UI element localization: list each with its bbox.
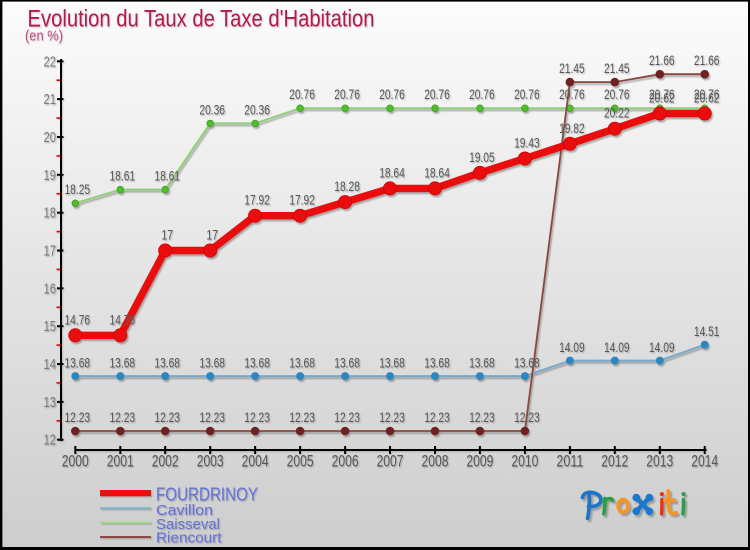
svg-text:2004: 2004	[242, 453, 269, 471]
svg-text:2002: 2002	[152, 453, 179, 471]
svg-text:20.76: 20.76	[289, 86, 315, 102]
svg-text:2005: 2005	[287, 453, 314, 471]
svg-text:13.68: 13.68	[334, 355, 360, 371]
svg-text:14.76: 14.76	[110, 311, 136, 327]
svg-text:17: 17	[44, 244, 57, 260]
svg-text:Riencourt: Riencourt	[156, 530, 222, 547]
svg-text:13.68: 13.68	[199, 355, 225, 371]
svg-text:18.61: 18.61	[110, 168, 136, 184]
svg-text:12.23: 12.23	[424, 409, 450, 425]
svg-text:2010: 2010	[511, 453, 538, 471]
svg-text:20.36: 20.36	[199, 101, 225, 117]
svg-text:20.22: 20.22	[604, 105, 630, 121]
svg-text:12.23: 12.23	[469, 409, 495, 425]
svg-text:Cavillon: Cavillon	[156, 502, 213, 519]
svg-text:17.92: 17.92	[244, 192, 270, 208]
svg-text:18: 18	[44, 206, 57, 222]
svg-text:22: 22	[44, 54, 57, 70]
svg-text:13.68: 13.68	[289, 355, 315, 371]
svg-text:18.64: 18.64	[379, 164, 405, 180]
svg-text:FOURDRINOY: FOURDRINOY	[156, 484, 258, 505]
svg-text:20.76: 20.76	[514, 86, 540, 102]
svg-text:20.62: 20.62	[649, 90, 675, 106]
svg-text:2012: 2012	[601, 453, 628, 471]
svg-text:14.09: 14.09	[649, 339, 675, 355]
svg-text:18.61: 18.61	[154, 168, 180, 184]
svg-text:2006: 2006	[332, 453, 359, 471]
svg-text:2000: 2000	[62, 453, 89, 471]
svg-text:13.68: 13.68	[514, 355, 540, 371]
svg-text:19: 19	[44, 168, 57, 184]
svg-text:14.51: 14.51	[694, 323, 720, 339]
svg-text:12.23: 12.23	[110, 409, 136, 425]
svg-text:14: 14	[44, 357, 57, 373]
svg-text:2009: 2009	[466, 453, 493, 471]
svg-text:20: 20	[44, 130, 57, 146]
svg-text:13.68: 13.68	[424, 355, 450, 371]
svg-text:21.66: 21.66	[649, 52, 675, 68]
svg-text:12.23: 12.23	[514, 409, 540, 425]
svg-text:18.25: 18.25	[65, 181, 91, 197]
svg-text:12: 12	[44, 433, 57, 449]
svg-text:20.76: 20.76	[334, 86, 360, 102]
svg-text:13.68: 13.68	[379, 355, 405, 371]
svg-text:14.76: 14.76	[65, 311, 91, 327]
svg-text:13.68: 13.68	[244, 355, 270, 371]
svg-text:2013: 2013	[646, 453, 673, 471]
svg-text:12.23: 12.23	[199, 409, 225, 425]
svg-text:16: 16	[44, 281, 57, 297]
svg-text:19.43: 19.43	[514, 135, 540, 151]
svg-text:20.76: 20.76	[604, 86, 630, 102]
svg-text:14.09: 14.09	[559, 339, 585, 355]
svg-text:2001: 2001	[107, 453, 134, 471]
svg-text:20.36: 20.36	[244, 101, 270, 117]
svg-text:18.64: 18.64	[424, 164, 450, 180]
svg-text:17: 17	[206, 227, 218, 243]
svg-text:13.68: 13.68	[154, 355, 180, 371]
svg-text:14.09: 14.09	[604, 339, 630, 355]
svg-text:13: 13	[44, 395, 57, 411]
svg-text:12.23: 12.23	[154, 409, 180, 425]
svg-text:Saisseval: Saisseval	[156, 516, 220, 533]
svg-text:19.82: 19.82	[559, 120, 585, 136]
svg-text:2008: 2008	[422, 453, 449, 471]
svg-text:18.28: 18.28	[334, 178, 360, 194]
svg-text:20.76: 20.76	[694, 86, 720, 102]
svg-text:21.66: 21.66	[694, 52, 720, 68]
svg-text:20.76: 20.76	[559, 86, 585, 102]
svg-text:20.76: 20.76	[469, 86, 495, 102]
svg-text:21.45: 21.45	[559, 60, 585, 76]
svg-text:2007: 2007	[377, 453, 404, 471]
svg-text:12.23: 12.23	[334, 409, 360, 425]
svg-text:20.76: 20.76	[379, 86, 405, 102]
svg-text:12.23: 12.23	[379, 409, 405, 425]
svg-text:20.76: 20.76	[424, 86, 450, 102]
svg-text:20.76: 20.76	[649, 86, 675, 102]
svg-text:2014: 2014	[691, 453, 718, 471]
svg-text:12.23: 12.23	[244, 409, 270, 425]
svg-text:15: 15	[44, 319, 57, 335]
svg-text:17: 17	[161, 227, 173, 243]
svg-text:(en %): (en %)	[25, 29, 63, 45]
svg-text:21.45: 21.45	[604, 60, 630, 76]
svg-text:2011: 2011	[556, 453, 583, 471]
svg-text:12.23: 12.23	[65, 409, 91, 425]
svg-text:20.62: 20.62	[694, 90, 720, 106]
svg-text:19.05: 19.05	[469, 149, 495, 165]
svg-text:13.68: 13.68	[110, 355, 136, 371]
svg-text:Evolution du Taux de Taxe d'Ha: Evolution du Taux de Taxe d'Habitation	[28, 6, 375, 33]
svg-text:21: 21	[44, 92, 57, 108]
svg-text:13.68: 13.68	[65, 355, 91, 371]
svg-text:2003: 2003	[197, 453, 224, 471]
svg-text:17.92: 17.92	[289, 192, 315, 208]
svg-text:13.68: 13.68	[469, 355, 495, 371]
svg-text:12.23: 12.23	[289, 409, 315, 425]
